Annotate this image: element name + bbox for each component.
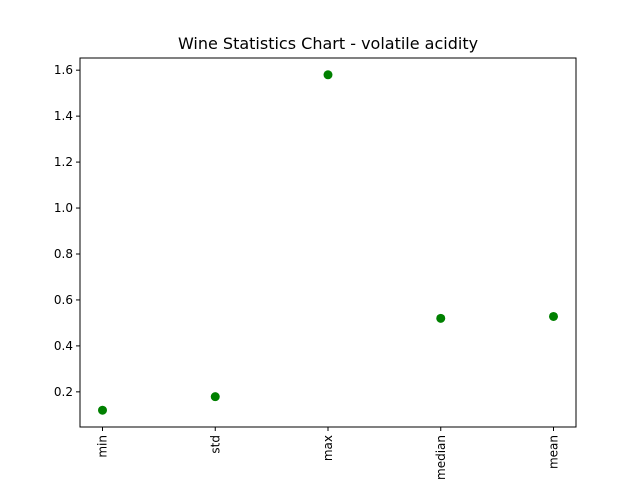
x-tick-label: std xyxy=(208,435,222,454)
x-tick-label: min xyxy=(96,435,110,458)
data-point-max xyxy=(323,70,333,80)
y-tick-label: 0.6 xyxy=(54,293,73,307)
x-tick-label: median xyxy=(434,435,448,480)
y-axis: 0.2 0.4 0.6 0.8 1.0 1.2 1.4 1.6 xyxy=(54,63,80,399)
data-points xyxy=(98,70,558,415)
data-point-min xyxy=(98,405,107,415)
chart-title: Wine Statistics Chart - volatile acidity xyxy=(178,34,478,53)
y-tick-label: 1.4 xyxy=(54,109,73,123)
y-tick-label: 1.6 xyxy=(54,63,73,77)
y-tick-label: 0.8 xyxy=(54,247,73,261)
y-tick-label: 1.0 xyxy=(54,201,73,215)
data-point-std xyxy=(210,392,220,402)
y-tick-label: 0.2 xyxy=(54,385,73,399)
plot-area-frame xyxy=(79,57,577,428)
x-tick-label: max xyxy=(321,435,335,461)
x-axis: min std max median mean xyxy=(96,427,561,480)
x-tick-label: mean xyxy=(547,435,561,469)
y-tick-label: 0.4 xyxy=(54,339,73,353)
data-point-median xyxy=(436,313,446,323)
data-point-mean xyxy=(549,311,558,321)
y-tick-label: 1.2 xyxy=(54,155,73,169)
